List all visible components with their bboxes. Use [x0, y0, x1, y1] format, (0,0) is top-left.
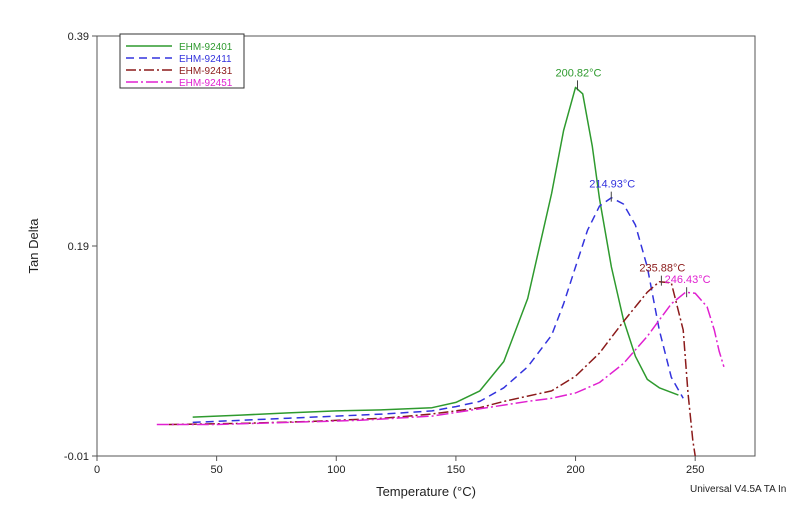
legend-label-ehm-92451: EHM-92451 [179, 78, 233, 89]
x-tick-label: 250 [686, 464, 704, 476]
y-axis-ticks: 0.39 0.19 -0.01 [64, 31, 97, 463]
peak-label-ehm-92411: 214.93°C [589, 179, 635, 191]
series-line-ehm-92401 [192, 86, 679, 418]
x-tick-label: 100 [327, 464, 345, 476]
plot-frame [96, 35, 756, 457]
x-axis-ticks: 0 50 100 150 200 250 [94, 456, 704, 476]
legend-box [119, 33, 245, 89]
x-tick-label: 200 [566, 464, 584, 476]
peak-label-ehm-92401: 200.82°C [556, 67, 602, 79]
y-tick-label: 0.19 [68, 241, 89, 253]
series-line-ehm-92451 [156, 291, 725, 426]
legend-label-ehm-92401: EHM-92401 [179, 42, 233, 53]
peak-label-ehm-92431: 235.88°C [639, 263, 685, 275]
series-line-ehm-92411 [192, 196, 684, 424]
x-tick-label: 50 [211, 464, 223, 476]
x-tick-label: 150 [447, 464, 465, 476]
y-tick-label: -0.01 [64, 451, 89, 463]
legend-label-ehm-92431: EHM-92431 [179, 66, 233, 77]
legend-label-ehm-92411: EHM-92411 [179, 54, 232, 65]
x-axis-title: Temperature (°C) [376, 484, 476, 499]
software-footer: Universal V4.5A TA In [690, 484, 786, 495]
y-tick-label: 0.39 [68, 31, 89, 43]
series-line-ehm-92431 [168, 280, 696, 457]
peak-label-ehm-92451: 246.43°C [665, 274, 711, 286]
x-tick-label: 0 [94, 464, 100, 476]
y-axis-title: Tan Delta [26, 218, 41, 274]
